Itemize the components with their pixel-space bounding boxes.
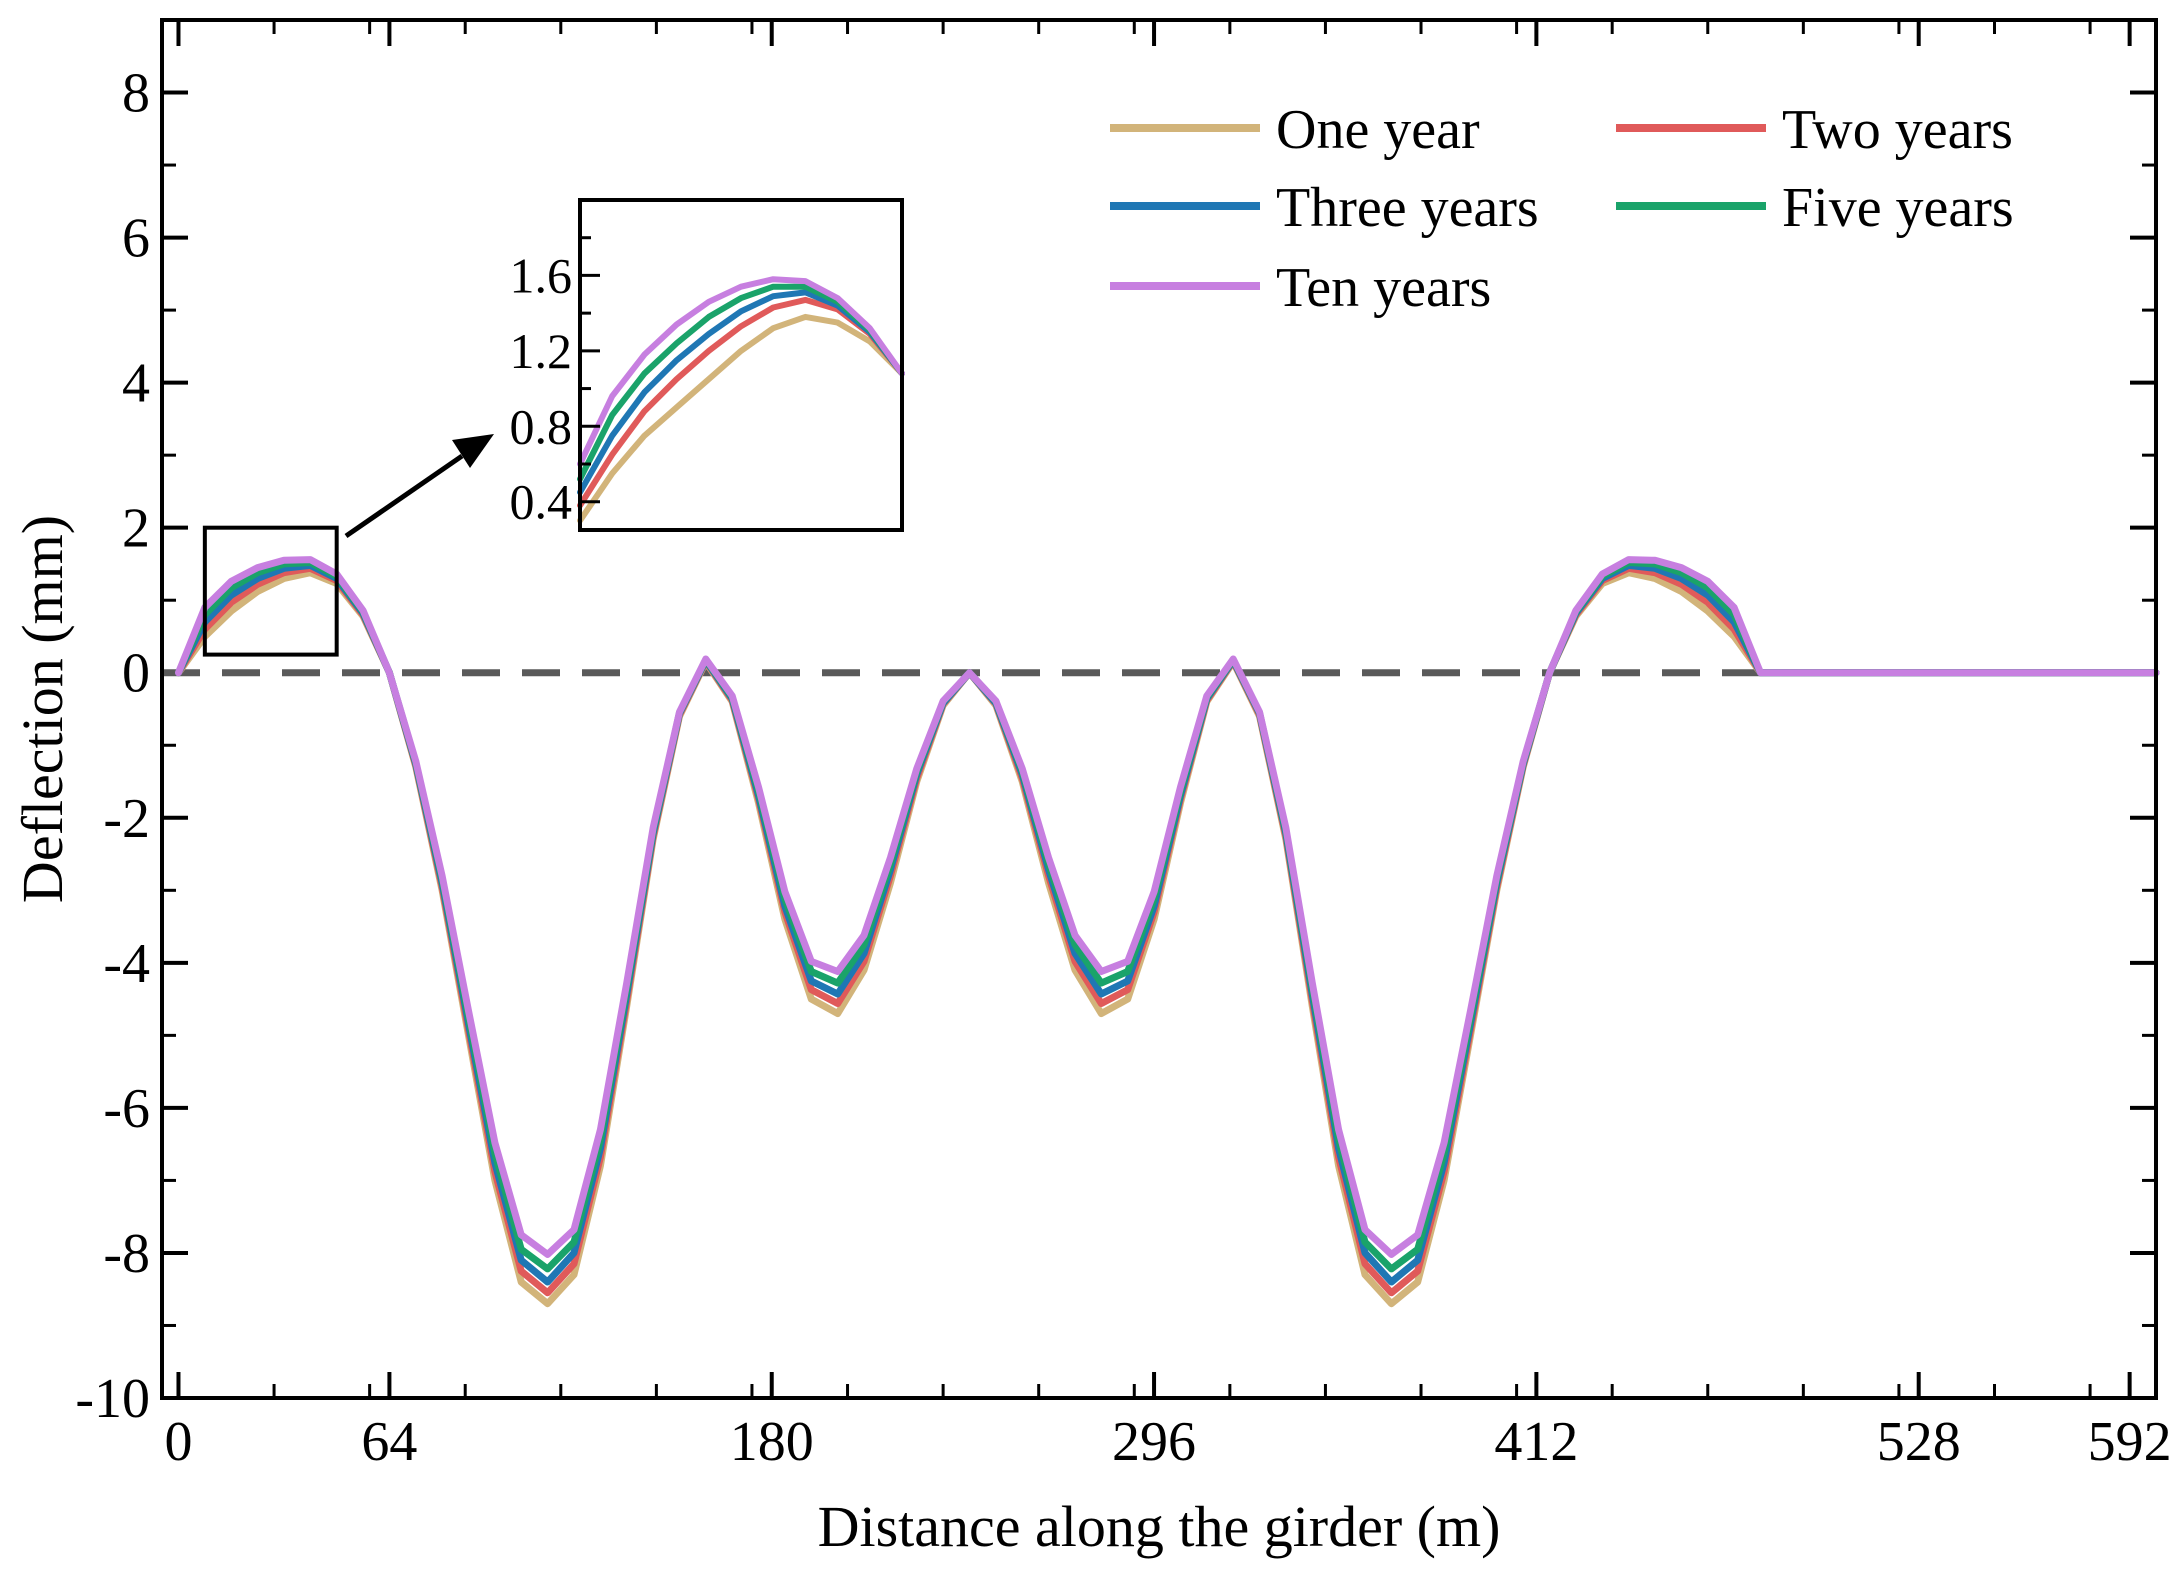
- y-tick-label: -10: [75, 1368, 150, 1430]
- legend-label: Ten years: [1276, 257, 1491, 319]
- y-tick-label: -2: [103, 788, 150, 850]
- inset-y-tick-label: 1.2: [510, 323, 573, 379]
- x-tick-label: 180: [730, 1411, 814, 1473]
- legend-label: One year: [1276, 99, 1480, 161]
- series-line-one-year: [175, 569, 2160, 1308]
- series-line-two-years: [175, 564, 2160, 1297]
- series-layer: [175, 556, 2160, 1308]
- zoom-region-box: [202, 525, 339, 657]
- y-axis-title: Deflection (mm): [10, 515, 75, 903]
- legend: One year Two years Three years Five years Te…: [1110, 99, 2014, 319]
- series-line-five-years: [175, 559, 2160, 1273]
- inset-y-tick-label: 0.8: [510, 398, 573, 454]
- x-tick-label: 64: [361, 1411, 417, 1473]
- inset-series-line-ten-years: [577, 276, 905, 467]
- y-tick-label: 0: [122, 643, 150, 705]
- zoom-region-layer: [202, 434, 494, 657]
- legend-label: Three years: [1276, 177, 1539, 239]
- plot-frame: [160, 18, 2158, 1400]
- inset-y-tick-label: 0.4: [510, 474, 573, 530]
- x-tick-label: 296: [1112, 1411, 1196, 1473]
- x-tick-label: 0: [164, 1411, 192, 1473]
- y-tick-label: -4: [103, 933, 150, 995]
- inset-chart: 0.4 0.8 1.2 1.6: [510, 198, 905, 532]
- series-line-ten-years: [175, 556, 2160, 1258]
- zoom-arrow-shaft: [344, 453, 464, 539]
- y-tick-label: 6: [122, 208, 150, 270]
- inset-series-line-one-year: [577, 313, 905, 524]
- x-axis-title: Distance along the girder (m): [818, 1494, 1501, 1559]
- x-tick-label: 412: [1494, 1411, 1578, 1473]
- y-tick-label: 4: [122, 353, 150, 415]
- legend-label: Two years: [1782, 99, 2013, 161]
- axis-ticks: [162, 20, 2156, 1400]
- x-tick-label: 592: [2088, 1411, 2172, 1473]
- tick-labels: -10 -8 -6 -4 -2 0 2 4 6 8 0 64 180 296 412 528 592: [75, 63, 2171, 1473]
- y-tick-label: -8: [103, 1223, 150, 1285]
- y-tick-label: 2: [122, 498, 150, 560]
- x-tick-label: 528: [1877, 1411, 1961, 1473]
- zoom-arrow-head: [452, 434, 494, 468]
- y-tick-label: 8: [122, 63, 150, 125]
- y-tick-label: -6: [103, 1078, 150, 1140]
- legend-label: Five years: [1782, 177, 2014, 239]
- inset-y-tick-label: 1.6: [510, 247, 573, 303]
- inset-frame: [578, 198, 904, 532]
- inset-background: [580, 200, 902, 530]
